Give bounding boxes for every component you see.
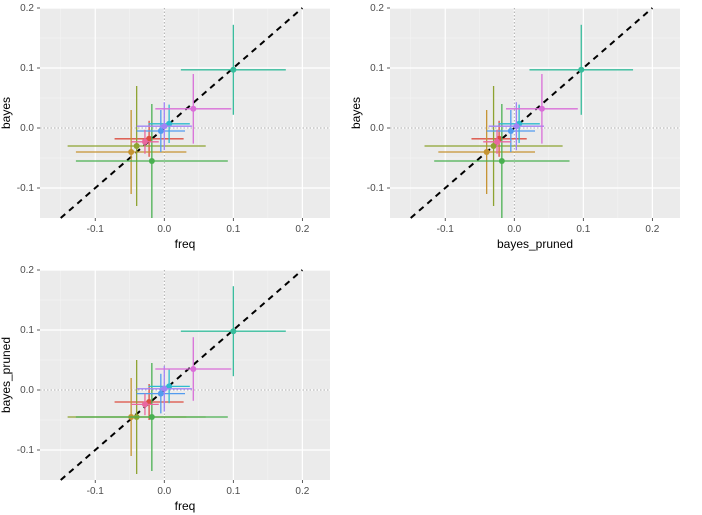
data-point bbox=[149, 158, 155, 164]
x-axis-title: freq bbox=[175, 237, 196, 251]
data-point bbox=[190, 106, 196, 112]
x-tick-label: 0.0 bbox=[507, 224, 521, 235]
data-point bbox=[142, 139, 148, 145]
x-tick-label: -0.1 bbox=[437, 224, 455, 235]
panel-background bbox=[390, 8, 680, 218]
x-tick-label: -0.1 bbox=[87, 224, 105, 235]
y-axis-title: bayes_pruned bbox=[0, 337, 13, 413]
x-tick-label: 0.2 bbox=[295, 486, 309, 497]
y-tick-label: 0.0 bbox=[20, 385, 34, 396]
y-tick-label: 0.2 bbox=[20, 265, 34, 276]
data-point bbox=[142, 401, 148, 407]
y-tick-label: -0.1 bbox=[17, 445, 35, 456]
x-tick-label: 0.1 bbox=[576, 224, 590, 235]
data-point bbox=[158, 391, 164, 397]
y-tick-label: 0.2 bbox=[20, 3, 34, 14]
data-point bbox=[494, 139, 500, 145]
x-tick-label: 0.1 bbox=[226, 486, 240, 497]
data-point bbox=[513, 123, 519, 129]
data-point bbox=[161, 386, 167, 392]
y-tick-label: -0.1 bbox=[17, 183, 35, 194]
data-point bbox=[508, 128, 514, 134]
x-tick-label: 0.0 bbox=[157, 486, 171, 497]
x-axis-title: freq bbox=[175, 499, 196, 513]
y-axis-title: bayes bbox=[350, 97, 363, 129]
panel-p3: -0.1 0.0 0.1 0.2 -0.1 0.0 0.1 0.2 freq bayes_prun… bbox=[0, 265, 350, 515]
data-point bbox=[230, 67, 236, 73]
x-tick-label: -0.1 bbox=[87, 486, 105, 497]
x-tick-label: 0.2 bbox=[295, 224, 309, 235]
data-point bbox=[539, 106, 545, 112]
data-point bbox=[134, 143, 140, 149]
x-tick-label: 0.2 bbox=[645, 224, 659, 235]
data-point bbox=[499, 158, 505, 164]
data-point bbox=[149, 414, 155, 420]
y-tick-label: -0.1 bbox=[367, 183, 385, 194]
data-point bbox=[161, 123, 167, 129]
data-point bbox=[190, 366, 196, 372]
x-tick-label: 0.0 bbox=[157, 224, 171, 235]
x-axis-title: bayes_pruned bbox=[497, 237, 573, 251]
panel-p1: -0.1 0.0 0.1 0.2 -0.1 0.0 0.1 0.2 freq bayes bbox=[0, 3, 350, 253]
y-axis-title: bayes bbox=[0, 97, 13, 129]
y-tick-label: 0.2 bbox=[370, 3, 384, 14]
data-point bbox=[230, 328, 236, 334]
y-tick-label: 0.0 bbox=[20, 123, 34, 134]
x-tick-label: 0.1 bbox=[226, 224, 240, 235]
data-point bbox=[484, 149, 490, 155]
y-tick-label: 0.1 bbox=[370, 63, 384, 74]
panel-p2: -0.1 0.0 0.1 0.2 -0.1 0.0 0.1 0.2 bayes_pruned ba… bbox=[350, 3, 700, 253]
panel-background bbox=[40, 8, 330, 218]
panel-background bbox=[40, 270, 330, 480]
y-tick-label: 0.1 bbox=[20, 63, 34, 74]
data-point bbox=[128, 149, 134, 155]
data-point bbox=[158, 128, 164, 134]
y-tick-label: 0.0 bbox=[370, 123, 384, 134]
data-point bbox=[578, 67, 584, 73]
y-tick-label: 0.1 bbox=[20, 325, 34, 336]
